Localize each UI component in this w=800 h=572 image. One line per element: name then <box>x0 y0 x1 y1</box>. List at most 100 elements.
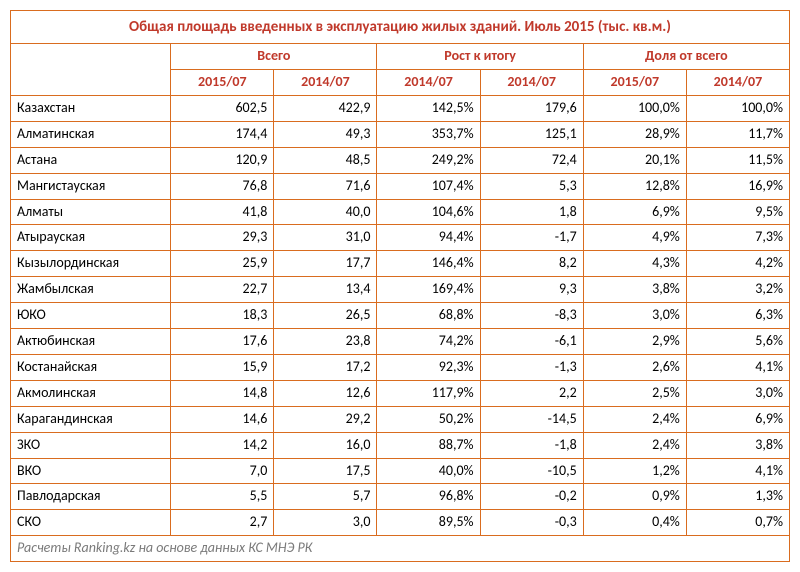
table-row: СКО2,73,089,5%-0,30,4%0,7% <box>11 510 790 536</box>
table-row: Акмолинская14,812,6117,9%2,22,5%3,0% <box>11 380 790 406</box>
value-cell: 17,5 <box>274 458 377 484</box>
value-cell: 142,5% <box>377 96 480 122</box>
region-cell: Атырауская <box>11 225 171 251</box>
value-cell: 3,0% <box>583 303 686 329</box>
value-cell: 20,1% <box>583 147 686 173</box>
value-cell: 12,6 <box>274 380 377 406</box>
table-row: Мангистауская76,871,6107,4%5,312,8%16,9% <box>11 173 790 199</box>
table-row: ВКО7,017,540,0%-10,51,2%4,1% <box>11 458 790 484</box>
value-cell: 5,7 <box>274 484 377 510</box>
value-cell: 1,8 <box>480 199 583 225</box>
value-cell: -0,3 <box>480 510 583 536</box>
footnote: Расчеты Ranking.kz на основе данных КС М… <box>11 536 790 562</box>
value-cell: 104,6% <box>377 199 480 225</box>
value-cell: -8,3 <box>480 303 583 329</box>
group-header: Рост к итогу <box>377 44 583 70</box>
value-cell: 0,9% <box>583 484 686 510</box>
value-cell: 16,9% <box>686 173 789 199</box>
region-cell: ЗКО <box>11 432 171 458</box>
value-cell: 68,8% <box>377 303 480 329</box>
value-cell: 169,4% <box>377 277 480 303</box>
table-body: Казахстан602,5422,9142,5%179,6100,0%100,… <box>11 96 790 536</box>
value-cell: 4,1% <box>686 354 789 380</box>
value-cell: 26,5 <box>274 303 377 329</box>
value-cell: 23,8 <box>274 329 377 355</box>
value-cell: -14,5 <box>480 406 583 432</box>
table-row: Алматинская174,449,3353,7%125,128,9%11,7… <box>11 121 790 147</box>
value-cell: 5,3 <box>480 173 583 199</box>
value-cell: 41,8 <box>171 199 274 225</box>
value-cell: 28,9% <box>583 121 686 147</box>
value-cell: -0,2 <box>480 484 583 510</box>
value-cell: 4,1% <box>686 458 789 484</box>
region-cell: Павлодарская <box>11 484 171 510</box>
region-cell: Астана <box>11 147 171 173</box>
value-cell: 72,4 <box>480 147 583 173</box>
table-row: Кызылординская25,917,7146,4%8,24,3%4,2% <box>11 251 790 277</box>
value-cell: 14,8 <box>171 380 274 406</box>
table-row: Казахстан602,5422,9142,5%179,6100,0%100,… <box>11 96 790 122</box>
value-cell: 146,4% <box>377 251 480 277</box>
value-cell: 8,2 <box>480 251 583 277</box>
col-header: 2015/07 <box>171 70 274 96</box>
value-cell: 89,5% <box>377 510 480 536</box>
value-cell: -10,5 <box>480 458 583 484</box>
value-cell: -1,8 <box>480 432 583 458</box>
table-row: Костанайская15,917,292,3%-1,32,6%4,1% <box>11 354 790 380</box>
value-cell: 71,6 <box>274 173 377 199</box>
col-header: 2014/07 <box>686 70 789 96</box>
region-cell: Кызылординская <box>11 251 171 277</box>
value-cell: 11,7% <box>686 121 789 147</box>
value-cell: 4,3% <box>583 251 686 277</box>
value-cell: 49,3 <box>274 121 377 147</box>
value-cell: 0,4% <box>583 510 686 536</box>
region-cell: Жамбылская <box>11 277 171 303</box>
value-cell: 179,6 <box>480 96 583 122</box>
col-header: 2014/07 <box>377 70 480 96</box>
value-cell: 7,3% <box>686 225 789 251</box>
value-cell: 9,5% <box>686 199 789 225</box>
value-cell: 3,2% <box>686 277 789 303</box>
region-cell: ЮКО <box>11 303 171 329</box>
value-cell: 29,3 <box>171 225 274 251</box>
value-cell: 13,4 <box>274 277 377 303</box>
value-cell: 6,9% <box>686 406 789 432</box>
value-cell: 2,6% <box>583 354 686 380</box>
value-cell: 100,0% <box>583 96 686 122</box>
region-cell: Алматинская <box>11 121 171 147</box>
region-cell: СКО <box>11 510 171 536</box>
value-cell: 6,3% <box>686 303 789 329</box>
value-cell: 92,3% <box>377 354 480 380</box>
table-title: Общая площадь введенных в эксплуатацию ж… <box>11 11 790 44</box>
value-cell: 16,0 <box>274 432 377 458</box>
col-header: 2014/07 <box>274 70 377 96</box>
value-cell: 107,4% <box>377 173 480 199</box>
value-cell: 76,8 <box>171 173 274 199</box>
value-cell: 25,9 <box>171 251 274 277</box>
value-cell: 18,3 <box>171 303 274 329</box>
value-cell: 17,6 <box>171 329 274 355</box>
table-container: Общая площадь введенных в эксплуатацию ж… <box>10 10 790 562</box>
value-cell: 2,4% <box>583 432 686 458</box>
region-header-blank <box>11 44 171 96</box>
region-cell: Мангистауская <box>11 173 171 199</box>
region-cell: Акмолинская <box>11 380 171 406</box>
value-cell: 117,9% <box>377 380 480 406</box>
table-row: Карагандинская14,629,250,2%-14,52,4%6,9% <box>11 406 790 432</box>
value-cell: -6,1 <box>480 329 583 355</box>
table-head: Общая площадь введенных в эксплуатацию ж… <box>11 11 790 96</box>
value-cell: 14,2 <box>171 432 274 458</box>
value-cell: 40,0% <box>377 458 480 484</box>
region-cell: ВКО <box>11 458 171 484</box>
value-cell: 7,0 <box>171 458 274 484</box>
value-cell: -1,3 <box>480 354 583 380</box>
group-header: Всего <box>171 44 377 70</box>
value-cell: 12,8% <box>583 173 686 199</box>
value-cell: 0,7% <box>686 510 789 536</box>
table-row: Астана120,948,5249,2%72,420,1%11,5% <box>11 147 790 173</box>
value-cell: 50,2% <box>377 406 480 432</box>
col-header: 2015/07 <box>583 70 686 96</box>
table-row: ЮКО18,326,568,8%-8,33,0%6,3% <box>11 303 790 329</box>
value-cell: 88,7% <box>377 432 480 458</box>
table-row: Павлодарская5,55,796,8%-0,20,9%1,3% <box>11 484 790 510</box>
